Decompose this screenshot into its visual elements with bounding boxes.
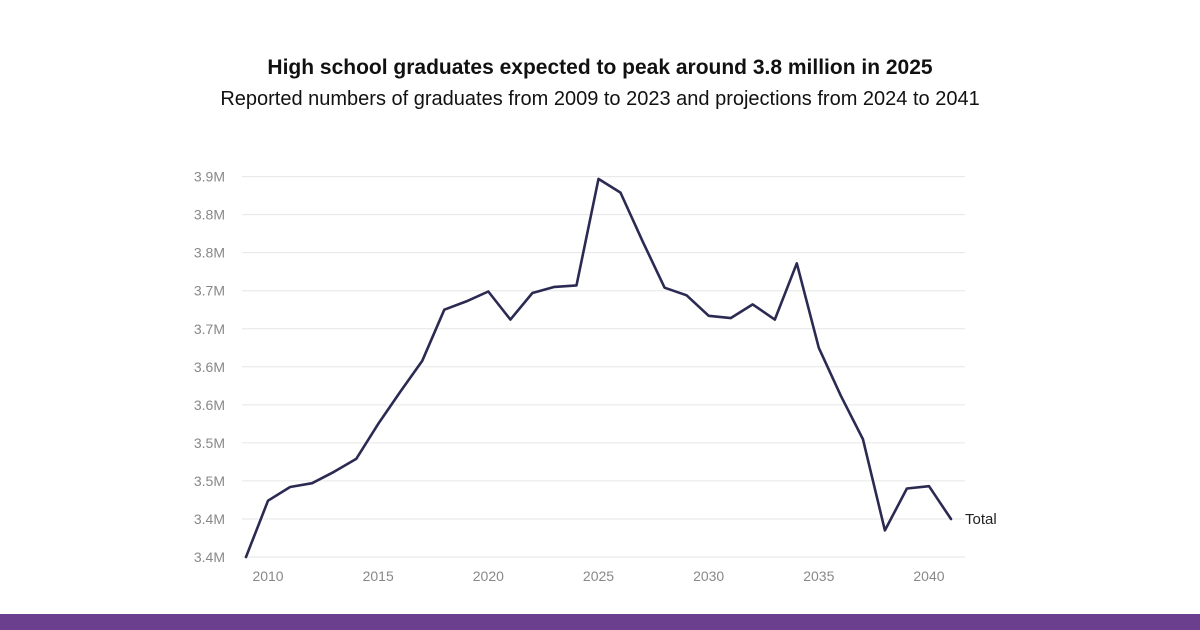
x-tick-label: 2015 <box>363 568 394 584</box>
series-layer: Total <box>244 177 997 559</box>
y-tick-label: 3.6M <box>194 359 225 375</box>
y-axis-ticks: 3.4M 3.4M 3.5M 3.5M 3.6M 3.6M 3.7M 3.7M 3.8M 3.8M… <box>194 169 225 565</box>
bottom-accent-bar <box>0 614 1200 630</box>
x-tick-label: 2030 <box>693 568 724 584</box>
y-tick-label: 3.7M <box>194 283 225 299</box>
x-tick-label: 2020 <box>473 568 504 584</box>
y-tick-label: 3.5M <box>194 473 225 489</box>
y-tick-label: 3.8M <box>194 245 225 261</box>
y-tick-label: 3.4M <box>194 511 225 527</box>
x-axis-ticks: 2010 2015 2020 2025 2030 2035 2040 <box>252 568 944 584</box>
y-tick-label: 3.5M <box>194 435 225 451</box>
grid-lines <box>242 176 965 558</box>
y-tick-label: 3.9M <box>194 169 225 185</box>
x-tick-label: 2040 <box>913 568 944 584</box>
y-tick-label: 3.6M <box>194 397 225 413</box>
series-label: Total <box>965 511 997 528</box>
series-line-total <box>244 177 953 559</box>
x-tick-label: 2025 <box>583 568 614 584</box>
y-tick-label: 3.8M <box>194 207 225 223</box>
y-tick-label: 3.4M <box>194 549 225 565</box>
chart-subtitle: Reported numbers of graduates from 2009 … <box>220 88 980 110</box>
y-tick-label: 3.7M <box>194 321 225 337</box>
x-tick-label: 2010 <box>252 568 283 584</box>
x-tick-label: 2035 <box>803 568 834 584</box>
chart-title: High school graduates expected to peak a… <box>267 56 933 79</box>
